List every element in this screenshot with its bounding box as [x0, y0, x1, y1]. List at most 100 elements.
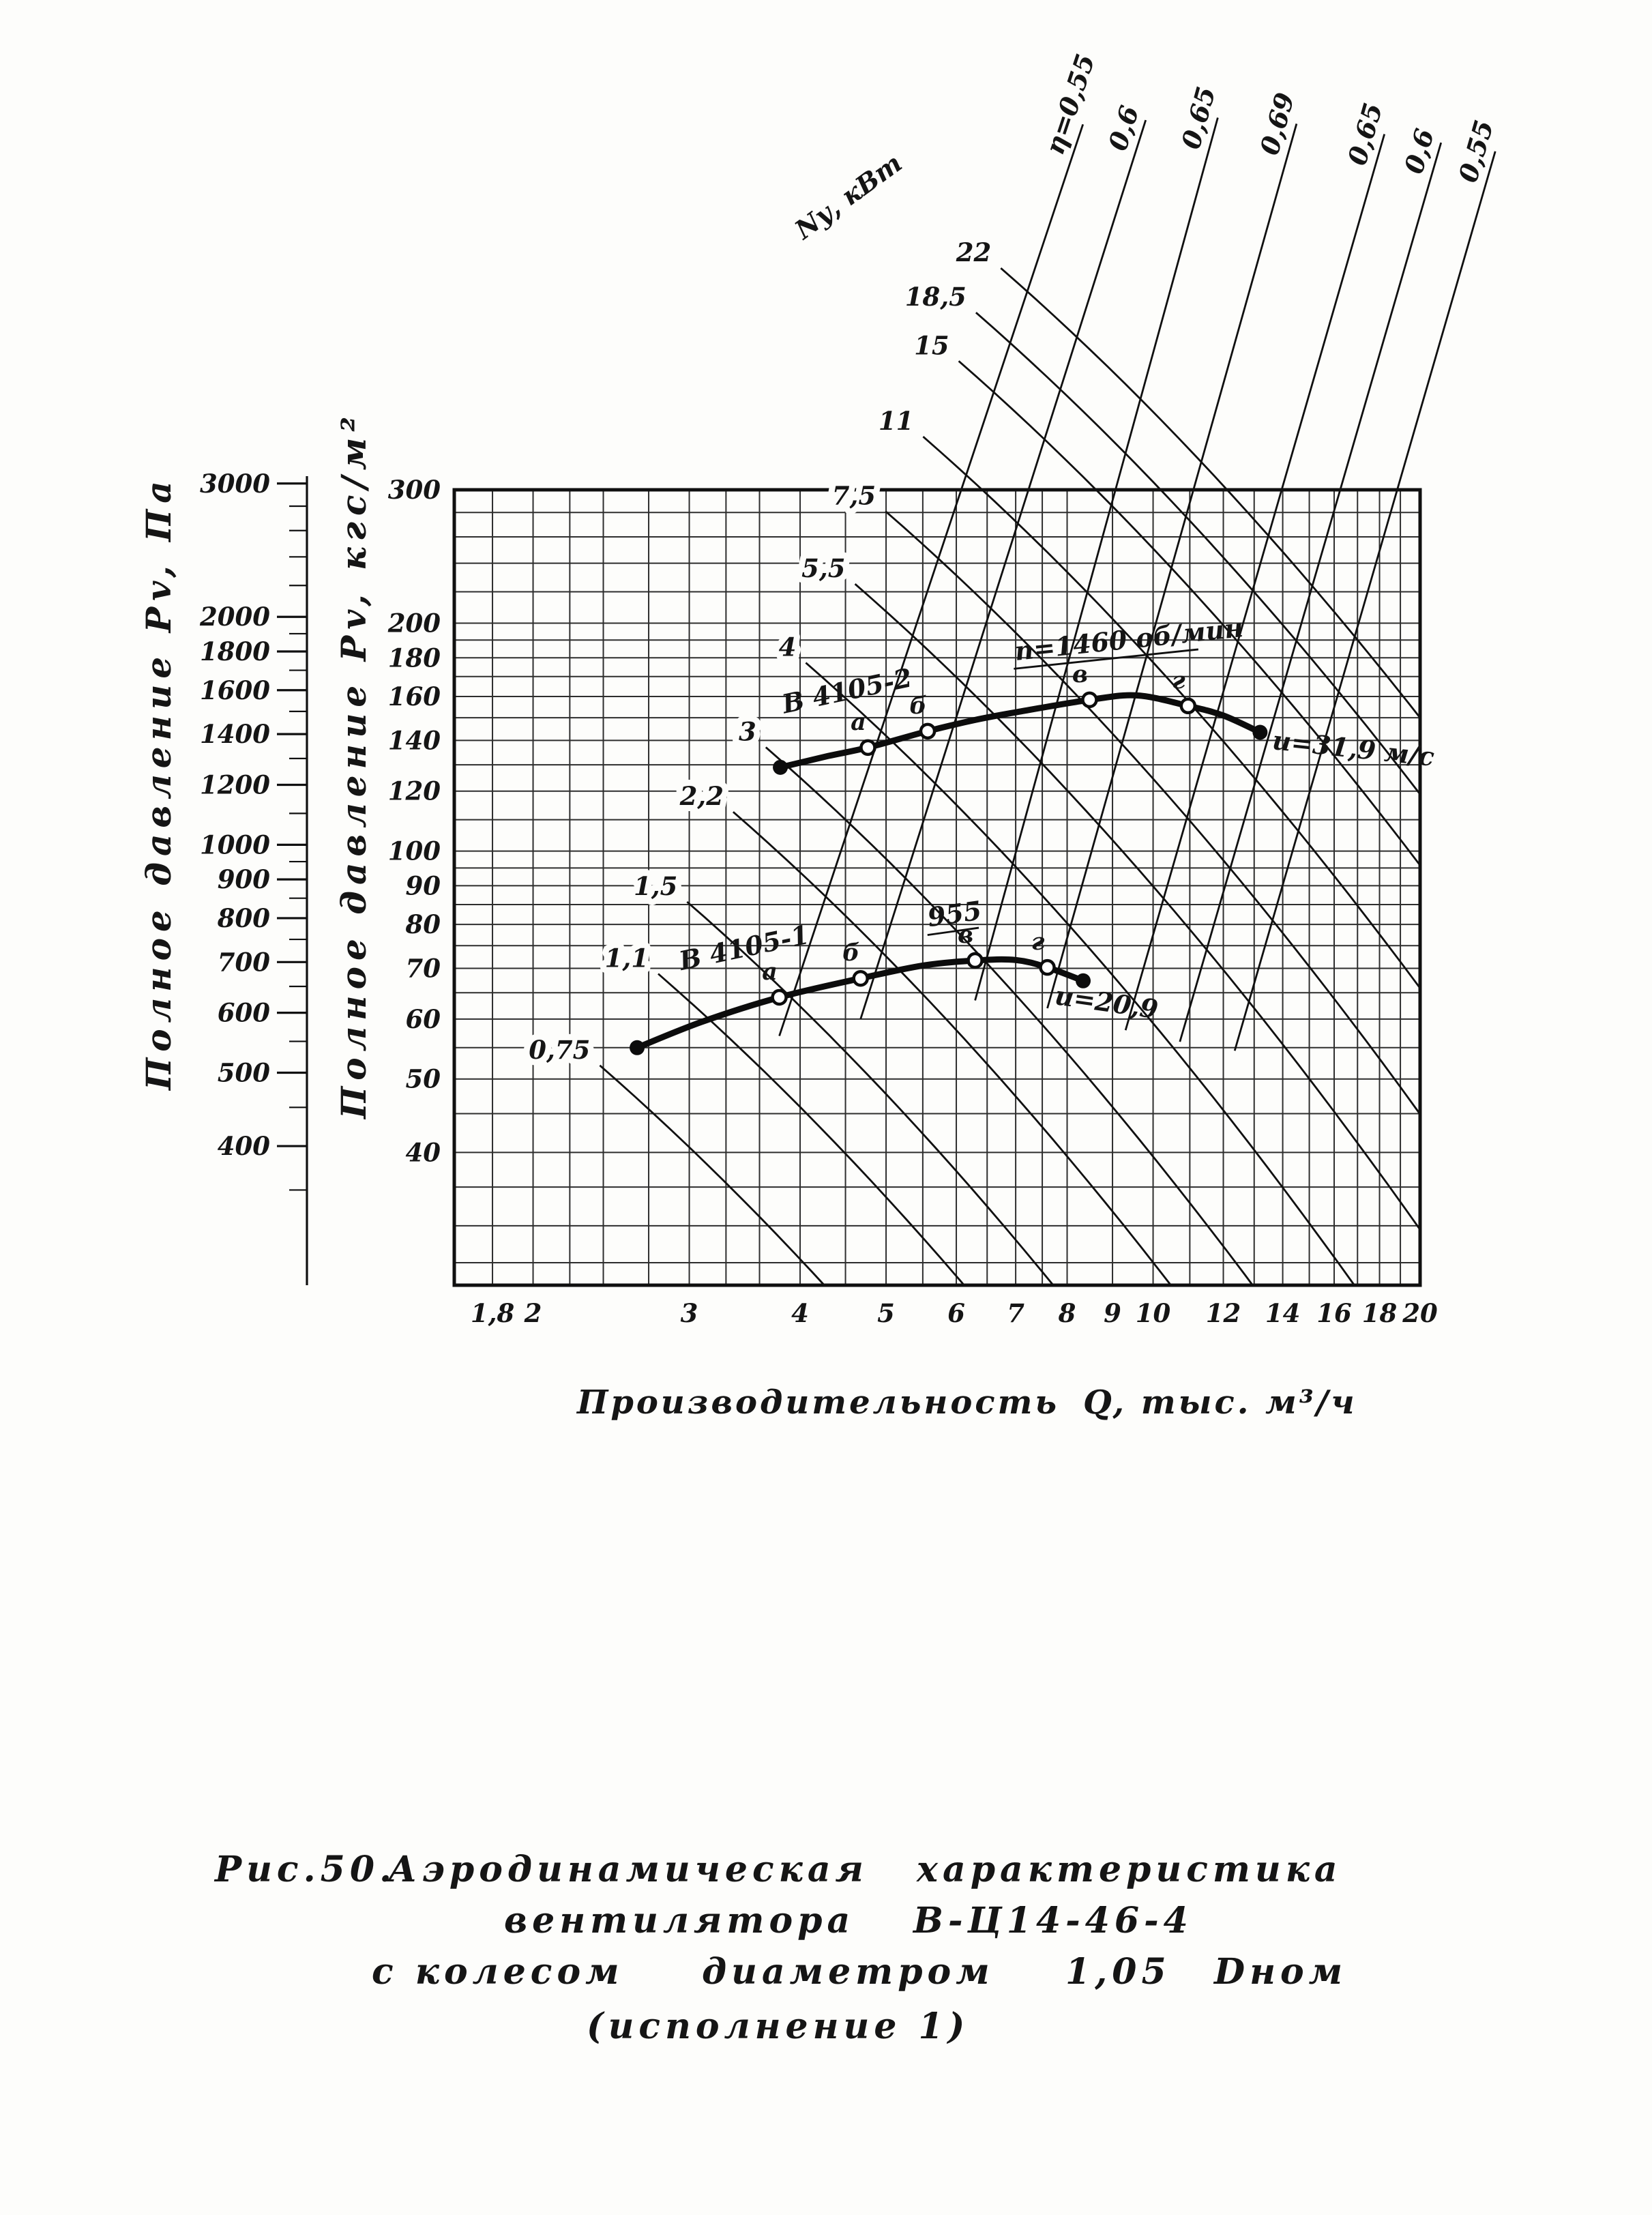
- kgf-axis-tick-label: 100: [388, 836, 441, 866]
- power-line: [599, 1064, 825, 1286]
- chart-generated-content: 3000200018001600140012001000900800700600…: [199, 50, 1499, 2047]
- curve-endpoint-dot: [1252, 724, 1268, 740]
- efficiency-line: [974, 117, 1219, 1001]
- x-axis-tick-label: 6: [947, 1298, 965, 1328]
- power-line: [885, 510, 1421, 1115]
- kgf-axis-tick-label: 140: [388, 725, 441, 755]
- plot-frame: [452, 488, 1422, 1287]
- x-axis-tick-label: 10: [1136, 1298, 1171, 1328]
- operating-point-letter: в: [958, 921, 973, 949]
- power-line-label: 18,5: [905, 282, 967, 312]
- efficiency-line: [859, 119, 1147, 1020]
- operating-point-marker: [1039, 958, 1056, 976]
- x-axis-tick-label: 1,8: [471, 1298, 514, 1328]
- power-line: [765, 746, 1254, 1286]
- power-line: [732, 811, 1172, 1286]
- power-line-label: 0,75: [529, 1035, 590, 1065]
- efficiency-line: [1179, 142, 1443, 1042]
- power-line: [686, 900, 1054, 1286]
- x-axis-tick-label: 5: [877, 1298, 895, 1328]
- y-axis-title-pa: Полное давление Pv, Па: [138, 475, 179, 1091]
- kgf-axis-tick-label: 120: [388, 776, 441, 806]
- power-line-label: 5,5: [801, 553, 845, 583]
- pa-axis-tick-label: 700: [218, 947, 270, 977]
- kgf-axis-tick-label: 50: [406, 1064, 441, 1094]
- power-line-label: 3: [739, 716, 756, 746]
- x-axis-tick-label: 3: [681, 1298, 698, 1328]
- kgf-axis-tick-label: 80: [405, 909, 441, 939]
- efficiency-line: [778, 123, 1085, 1037]
- efficiency-line-label-group: 0,55: [1452, 117, 1499, 186]
- efficiency-line-label-group: 0,65: [1342, 100, 1389, 168]
- caption-segment: Рис.50.: [213, 1849, 396, 1890]
- curve-rpm-label: 955: [926, 895, 984, 933]
- x-axis-tick-label: 4: [791, 1298, 809, 1328]
- power-line-label: 1,1: [605, 943, 649, 973]
- operating-point-marker: [771, 988, 788, 1006]
- operating-point-letter: г: [1031, 928, 1045, 956]
- caption-segment: 1,05: [1065, 1951, 1171, 1993]
- x-axis-tick-label: 9: [1104, 1298, 1121, 1328]
- efficiency-line-label: 0,65: [1175, 83, 1222, 152]
- power-line: [975, 312, 1421, 795]
- operating-point-marker: [852, 969, 869, 987]
- kgf-axis-tick-label: 70: [406, 954, 441, 984]
- efficiency-line-label: η=0,55: [1039, 50, 1101, 158]
- efficiency-line: [1046, 123, 1298, 1009]
- kgf-axis-tick-label: 180: [388, 643, 441, 673]
- x-axis-tick-label: 2: [524, 1298, 542, 1328]
- operating-point-letter: в: [1072, 660, 1088, 688]
- kgf-axis-tick-label: 160: [388, 681, 441, 712]
- power-line-label: 4: [779, 632, 797, 662]
- pa-axis-tick-label: 500: [218, 1058, 270, 1088]
- caption-segment: В-Ц14-46-4: [912, 1900, 1193, 1941]
- pa-axis-tick-label: 1000: [200, 830, 270, 860]
- operating-point-letter: б: [909, 692, 926, 720]
- operating-point-marker: [1081, 691, 1098, 709]
- x-axis-tick-label: 18: [1362, 1298, 1398, 1328]
- caption-segment: с колесом: [372, 1951, 624, 1993]
- power-line: [1000, 267, 1421, 719]
- kgf-axis-tick-label: 90: [406, 870, 441, 900]
- operating-point-marker: [859, 739, 876, 757]
- x-axis-tick-label: 16: [1316, 1298, 1352, 1328]
- kgf-axis-tick-label: 60: [406, 1004, 441, 1034]
- efficiency-line-label: 0,65: [1342, 100, 1389, 168]
- curve-endpoint-dot: [1076, 973, 1091, 988]
- power-line: [805, 662, 1355, 1286]
- curve-endpoint-dot: [630, 1040, 645, 1055]
- pa-axis-tick-label: 900: [218, 864, 270, 894]
- caption-segment: (исполнение 1): [587, 2006, 969, 2047]
- power-line-label: 1,5: [634, 871, 677, 901]
- caption-segment: характеристика: [916, 1849, 1342, 1890]
- pa-axis-tick-label: 3000: [200, 469, 270, 499]
- pa-axis-tick-label: 400: [218, 1131, 270, 1161]
- caption-segment: Dном: [1213, 1951, 1347, 1993]
- caption-segment: Аэродинамическая: [385, 1849, 868, 1890]
- operating-point-marker: [919, 722, 936, 740]
- efficiency-line-label-group: η=0,55: [1039, 50, 1101, 158]
- pa-axis-tick-label: 1400: [200, 719, 270, 749]
- pa-axis-tick-label: 800: [217, 903, 270, 933]
- fan-curve-path: [634, 956, 1087, 1051]
- power-line: [922, 436, 1421, 989]
- y-axis-title-kgf: Полное давление Pv, кгс/м²: [334, 411, 374, 1120]
- pa-axis-tick-label: 600: [218, 998, 270, 1028]
- efficiency-line: [1124, 134, 1386, 1031]
- efficiency-line-label: 0,6: [1102, 102, 1145, 154]
- x-axis-tick-label: 12: [1206, 1298, 1241, 1328]
- power-line-label: 2,2: [679, 781, 724, 811]
- efficiency-line-label-group: 0,6: [1102, 102, 1145, 154]
- x-axis-tick-label: 7: [1007, 1298, 1024, 1328]
- operating-point-marker: [1179, 697, 1197, 715]
- operating-point-letter: г: [1172, 666, 1185, 694]
- curve-rpm-label-group: 955: [926, 895, 984, 937]
- caption-segment: вентилятора: [504, 1900, 855, 1941]
- x-axis-title: Производительность: [576, 1383, 1059, 1422]
- efficiency-line-label-group: 0,69: [1254, 89, 1300, 158]
- label-underline: [1014, 648, 1199, 670]
- x-axis-tick-label: 20: [1402, 1298, 1438, 1328]
- operating-point-letter: б: [842, 939, 859, 967]
